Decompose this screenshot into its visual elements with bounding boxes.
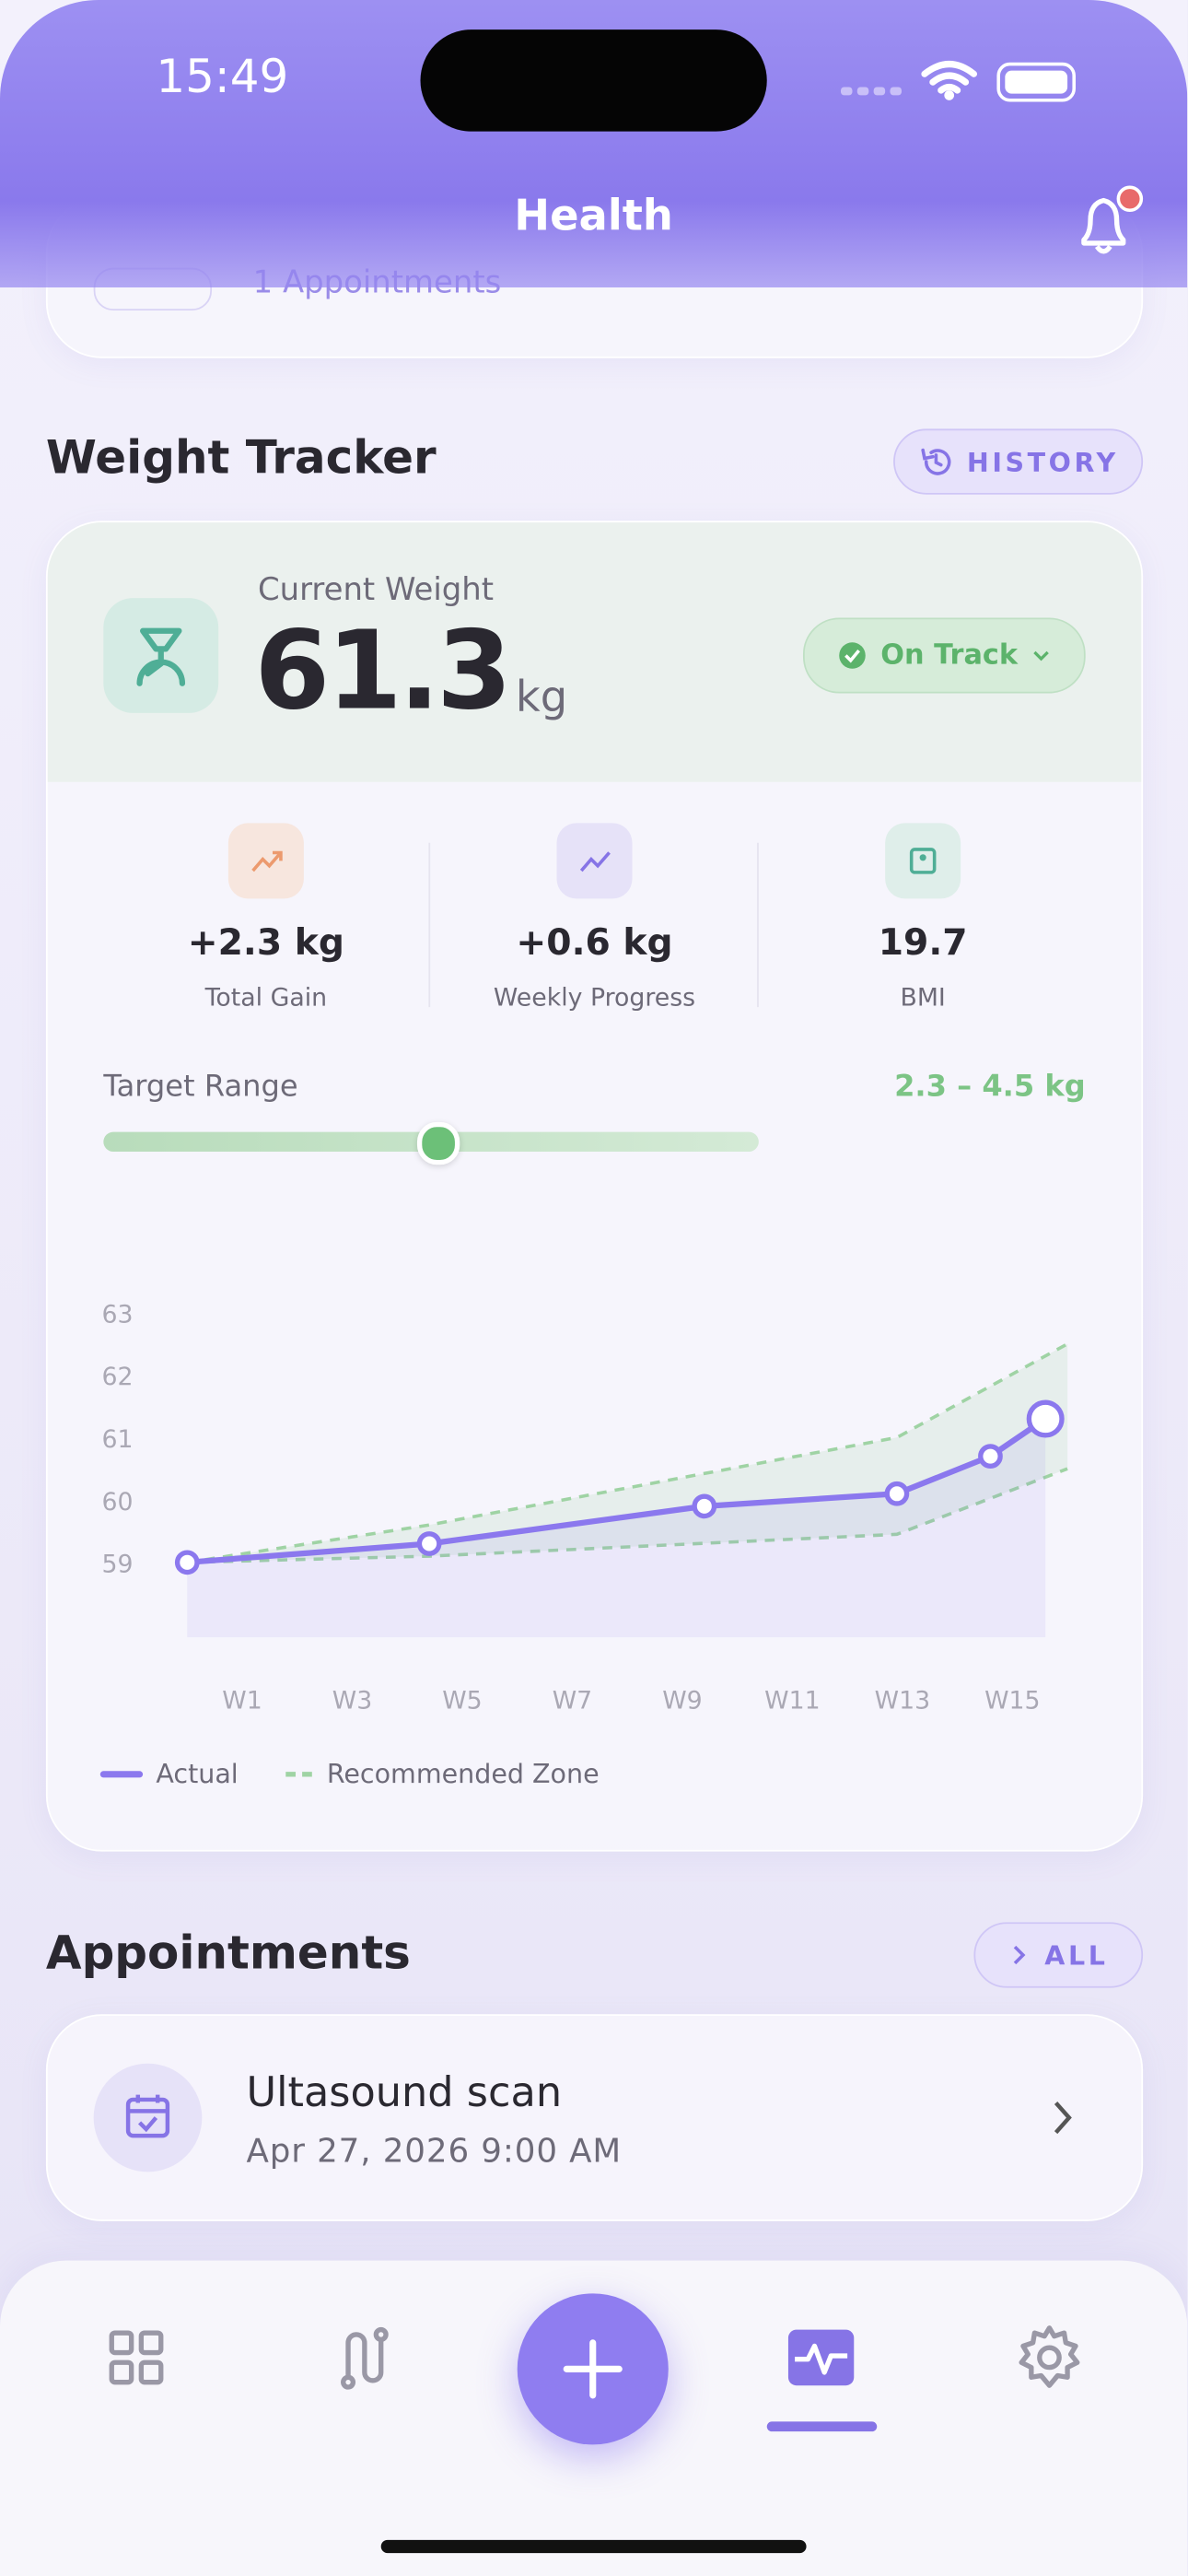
actual-point <box>174 1550 200 1575</box>
y-tick-label: 63 <box>102 1300 134 1329</box>
all-button[interactable]: ALL <box>973 1922 1144 1988</box>
bmi-icon <box>885 823 961 899</box>
tab-indicator <box>766 2421 878 2432</box>
current-label: Current Weight <box>257 571 495 608</box>
status-time: 15:49 <box>156 49 289 104</box>
y-tick-label: 60 <box>102 1488 134 1516</box>
current-unit: kg <box>515 673 568 723</box>
actual-point <box>884 1481 910 1506</box>
home-indicator <box>380 2539 807 2554</box>
stat-value: +0.6 kg <box>516 923 673 965</box>
gain-icon <box>227 823 304 899</box>
zone-lower <box>187 1467 1068 1564</box>
history-icon <box>920 448 951 475</box>
x-tick-label: W15 <box>984 1687 1040 1715</box>
x-tick-label: W3 <box>332 1687 372 1715</box>
history-button[interactable]: HISTORY <box>893 428 1144 495</box>
check-icon <box>839 642 867 669</box>
target-label: Target Range <box>103 1069 298 1105</box>
tab-health[interactable] <box>784 2320 859 2395</box>
x-tick-label: W5 <box>442 1687 482 1715</box>
divider <box>757 842 759 1008</box>
legend-label: Recommended Zone <box>327 1759 600 1789</box>
section-title: Appointments <box>45 1925 411 1980</box>
status-label: On Track <box>880 638 1019 673</box>
stat-value: 19.7 <box>878 923 968 965</box>
tab-journey[interactable] <box>327 2320 402 2395</box>
x-tick-label: W13 <box>875 1687 930 1715</box>
target-thumb[interactable] <box>416 1121 460 1165</box>
tab-settings[interactable] <box>1011 2320 1087 2395</box>
divider <box>428 842 431 1008</box>
stat-label: Weekly Progress <box>493 982 696 1013</box>
tab-bar <box>0 2260 1188 2576</box>
zone-upper <box>187 1342 1068 1564</box>
actual-point <box>692 1493 717 1519</box>
progress-icon <box>556 823 633 899</box>
stat-label: Total Gain <box>204 982 328 1013</box>
target-value: 2.3 – 4.5 kg <box>894 1069 1086 1105</box>
stat-value: +2.3 kg <box>187 923 344 965</box>
y-tick-label: 62 <box>102 1363 134 1391</box>
chevron <box>1013 1945 1026 1965</box>
actual-point <box>416 1531 442 1556</box>
dynamic-island <box>420 29 767 132</box>
section-title: Weight Tracker <box>45 430 437 486</box>
all-label: ALL <box>1044 1939 1109 1971</box>
status-icons <box>840 60 1076 102</box>
header-title: Health <box>514 192 673 242</box>
y-tick-label: 61 <box>102 1425 134 1454</box>
header: 15:49 Health <box>0 0 1188 288</box>
x-tick-label: W7 <box>553 1687 592 1715</box>
legend-label: Actual <box>156 1759 238 1789</box>
actual-area <box>187 1418 1046 1638</box>
x-tick-label: W11 <box>764 1687 820 1715</box>
add-button[interactable] <box>517 2293 669 2445</box>
notification-button[interactable] <box>1067 181 1149 263</box>
stat-label: BMI <box>900 982 946 1013</box>
x-tick-label: W1 <box>222 1687 262 1715</box>
actual-point <box>978 1444 1003 1469</box>
x-tick-label: W9 <box>662 1687 702 1715</box>
calendar-icon <box>93 2063 203 2172</box>
tab-dashboard[interactable] <box>99 2320 174 2395</box>
appointment-item[interactable]: Ultasound scan Apr 27, 2026 9:00 AM <box>45 2014 1144 2221</box>
weight-card: Current Weight 61.3 kg On Track +2.3 kg … <box>45 521 1144 1852</box>
actual-point <box>1026 1399 1065 1438</box>
appointment-title: Ultasound scan <box>246 2068 563 2116</box>
zone-fill <box>187 1343 1068 1563</box>
current-value: 61.3 <box>254 607 512 735</box>
weight-chart: 59 60 61 62 63 W1 W3 W5 W7 W9 W11 W13 W15 Actual Recom… <box>99 1300 1068 1789</box>
status-dropdown[interactable]: On Track <box>802 617 1086 694</box>
chevron <box>1054 2102 1072 2135</box>
scale-icon <box>103 598 219 713</box>
history-label: HISTORY <box>966 446 1119 478</box>
y-tick-label: 59 <box>102 1551 134 1579</box>
chevron <box>1032 650 1049 662</box>
appointment-date: Apr 27, 2026 9:00 AM <box>246 2130 623 2171</box>
